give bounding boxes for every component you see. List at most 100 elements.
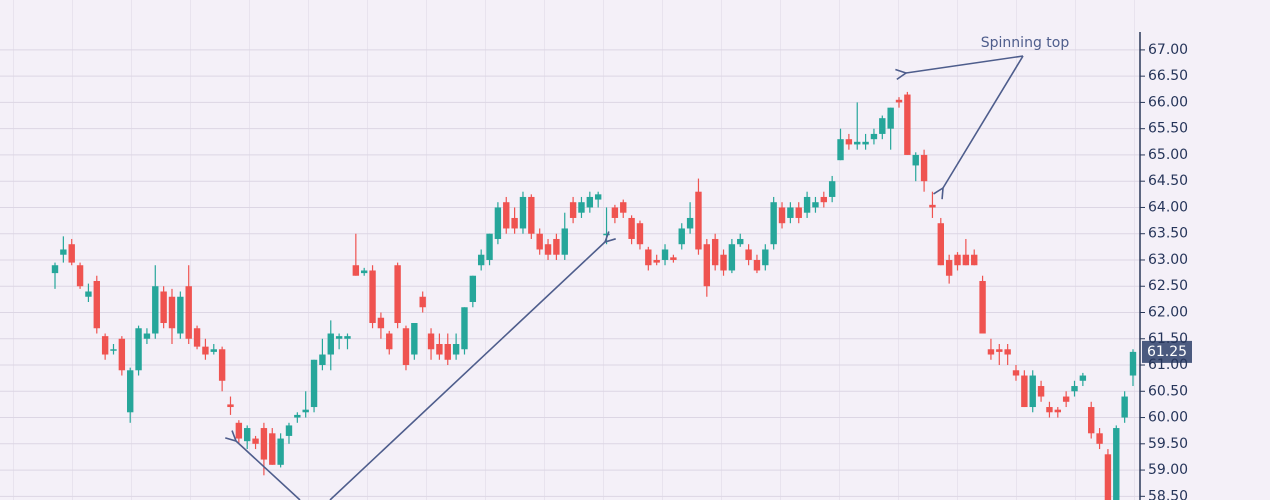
candle-body xyxy=(762,249,769,266)
y-tick-label: 67.00 xyxy=(1148,42,1188,58)
candle-body xyxy=(452,344,460,355)
candle-body xyxy=(127,370,134,413)
candle-body xyxy=(912,154,919,166)
candle-body xyxy=(1054,409,1061,413)
candle-body xyxy=(544,244,552,255)
candle-body xyxy=(93,280,100,329)
candle-body xyxy=(879,118,886,134)
candle-body xyxy=(511,217,518,229)
y-tick-label: 62.50 xyxy=(1148,278,1188,294)
candle-body xyxy=(143,333,151,339)
candle-body xyxy=(1113,428,1120,500)
candle-body xyxy=(352,265,360,276)
y-tick-label: 58.50 xyxy=(1148,488,1188,500)
candle-body xyxy=(360,270,368,274)
candle-body xyxy=(812,202,819,208)
candle-body xyxy=(854,141,861,145)
candle-body xyxy=(536,233,543,250)
candle-body xyxy=(703,244,711,287)
candle-body xyxy=(319,354,326,366)
trend-arrow xyxy=(236,441,301,500)
candle-body xyxy=(528,196,535,234)
candle-body xyxy=(1121,396,1128,418)
candle-body xyxy=(394,265,401,324)
candle-body xyxy=(1096,433,1103,444)
candle-body xyxy=(987,349,995,355)
candle-body xyxy=(737,238,744,245)
candle-body xyxy=(661,249,669,260)
candle-body xyxy=(135,328,142,371)
candle-body xyxy=(369,270,376,324)
candle-body xyxy=(620,202,627,213)
candle-body xyxy=(461,307,468,350)
y-tick-label: 60.50 xyxy=(1148,383,1188,399)
candle-body xyxy=(310,359,318,408)
candle-body xyxy=(285,425,293,436)
candle-body xyxy=(411,323,418,355)
candle-body xyxy=(1037,386,1045,397)
y-tick-label: 61.50 xyxy=(1148,331,1188,347)
candle-body xyxy=(828,181,836,197)
y-tick-label: 62.00 xyxy=(1148,305,1188,321)
candle-body xyxy=(594,194,602,200)
candle-body xyxy=(477,254,485,266)
candle-body xyxy=(168,296,176,329)
candle-body xyxy=(962,254,970,266)
candle-body xyxy=(202,346,209,355)
candle-body xyxy=(294,414,301,418)
candle-body xyxy=(344,336,351,339)
candle-body xyxy=(945,259,953,276)
candle-body xyxy=(1079,375,1087,381)
candle-body xyxy=(753,259,761,271)
vertical-grid xyxy=(0,0,1140,500)
candle-body xyxy=(678,228,685,245)
candle-body xyxy=(260,428,268,460)
candle-body xyxy=(210,349,217,352)
candle-body xyxy=(870,133,878,140)
candle-body xyxy=(327,333,334,355)
candle-body xyxy=(118,338,126,371)
annotation: Spinning top xyxy=(981,35,1070,51)
y-tick-label: 66.00 xyxy=(1148,94,1188,110)
candle-body xyxy=(996,349,1003,352)
candle-body xyxy=(845,139,853,145)
candle-body xyxy=(1004,349,1011,355)
candle-body xyxy=(561,228,568,255)
candle-body xyxy=(887,107,894,129)
candle-body xyxy=(628,217,635,239)
candle-body xyxy=(269,433,276,465)
candle-body xyxy=(720,254,727,271)
candle-body xyxy=(954,254,961,266)
y-tick-label: 64.50 xyxy=(1148,173,1188,189)
candle-body xyxy=(937,223,944,266)
y-tick-label: 61.00 xyxy=(1148,357,1188,373)
candle-body xyxy=(1029,375,1036,408)
candle-body xyxy=(636,223,644,245)
candle-body xyxy=(519,196,527,229)
y-tick-label: 65.50 xyxy=(1148,121,1188,137)
candle-body xyxy=(787,207,794,218)
candle-body xyxy=(160,291,167,324)
candle-body xyxy=(611,207,619,218)
trend-arrow xyxy=(329,242,605,500)
candle-body xyxy=(486,233,493,260)
candle-body xyxy=(745,249,752,260)
candle-body xyxy=(1046,407,1053,413)
candle-body xyxy=(152,286,159,334)
candle-body xyxy=(76,265,84,287)
candle-body xyxy=(193,328,201,347)
candle-body xyxy=(578,202,585,213)
candle-body xyxy=(820,196,828,203)
candle-body xyxy=(503,202,510,229)
y-tick-label: 63.00 xyxy=(1148,252,1188,268)
candle-body xyxy=(185,286,192,339)
candle-body xyxy=(1012,370,1020,376)
candle-body xyxy=(386,333,393,350)
candle-body xyxy=(252,438,259,444)
candle-body xyxy=(971,254,978,266)
candle-body xyxy=(218,349,226,381)
candle-body xyxy=(1088,407,1095,434)
candle-body xyxy=(377,317,385,329)
y-tick-label: 64.00 xyxy=(1148,199,1188,215)
